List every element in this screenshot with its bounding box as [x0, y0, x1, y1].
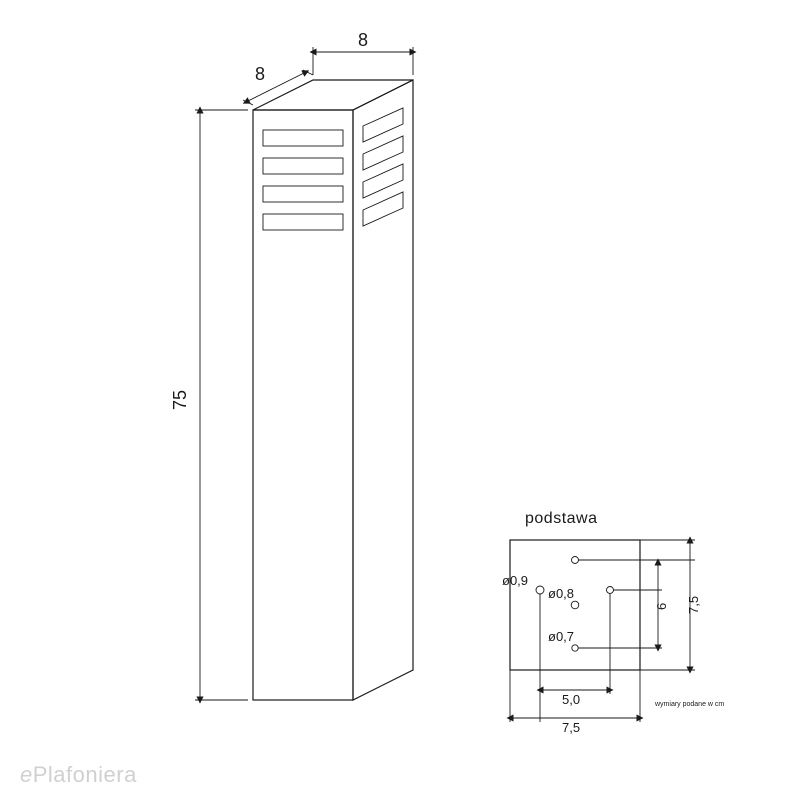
side-slots — [363, 108, 403, 226]
pillar-top — [253, 80, 413, 110]
dim-top-depth: 8 — [243, 64, 313, 105]
base-extension-lines — [510, 540, 695, 722]
dim-height: 75 — [170, 110, 248, 700]
hole-label-07: ø0,7 — [548, 629, 574, 644]
pillar-drawing: 75 8 8 — [170, 30, 413, 700]
dim-base-inner-w: 5,0 — [540, 690, 610, 707]
dim-height-value: 75 — [170, 390, 190, 410]
dim-base-inner-h-value: 6 — [654, 603, 669, 610]
dim-top-width: 8 — [313, 30, 413, 75]
hole-label-09: ø0,9 — [502, 573, 528, 588]
dim-base-outer-w-value: 7,5 — [562, 720, 580, 735]
dim-top-depth-value: 8 — [255, 64, 265, 84]
pillar-front — [253, 110, 353, 700]
base-plate-drawing: podstawa ø0,9 ø0,8 ø0,7 — [502, 510, 724, 735]
hole-label-08: ø0,8 — [548, 586, 574, 601]
dim-base-outer-h: 7,5 — [686, 540, 701, 670]
watermark: ePlafoniera — [20, 762, 137, 788]
base-label: podstawa — [525, 510, 598, 527]
dim-base-inner-w-value: 5,0 — [562, 692, 580, 707]
base-outline — [510, 540, 640, 670]
dim-top-width-value: 8 — [358, 30, 368, 50]
technical-drawing: 75 8 8 podstawa ø0,9 ø0, — [0, 0, 800, 800]
front-slots — [263, 130, 343, 230]
watermark-text: Plafoniera — [33, 762, 137, 787]
dim-base-inner-h: 6 — [654, 562, 669, 648]
dim-base-outer-w: 7,5 — [510, 718, 640, 735]
dimensions-note: wymiary podane w cm — [654, 701, 724, 708]
dim-base-outer-h-value: 7,5 — [686, 596, 701, 614]
